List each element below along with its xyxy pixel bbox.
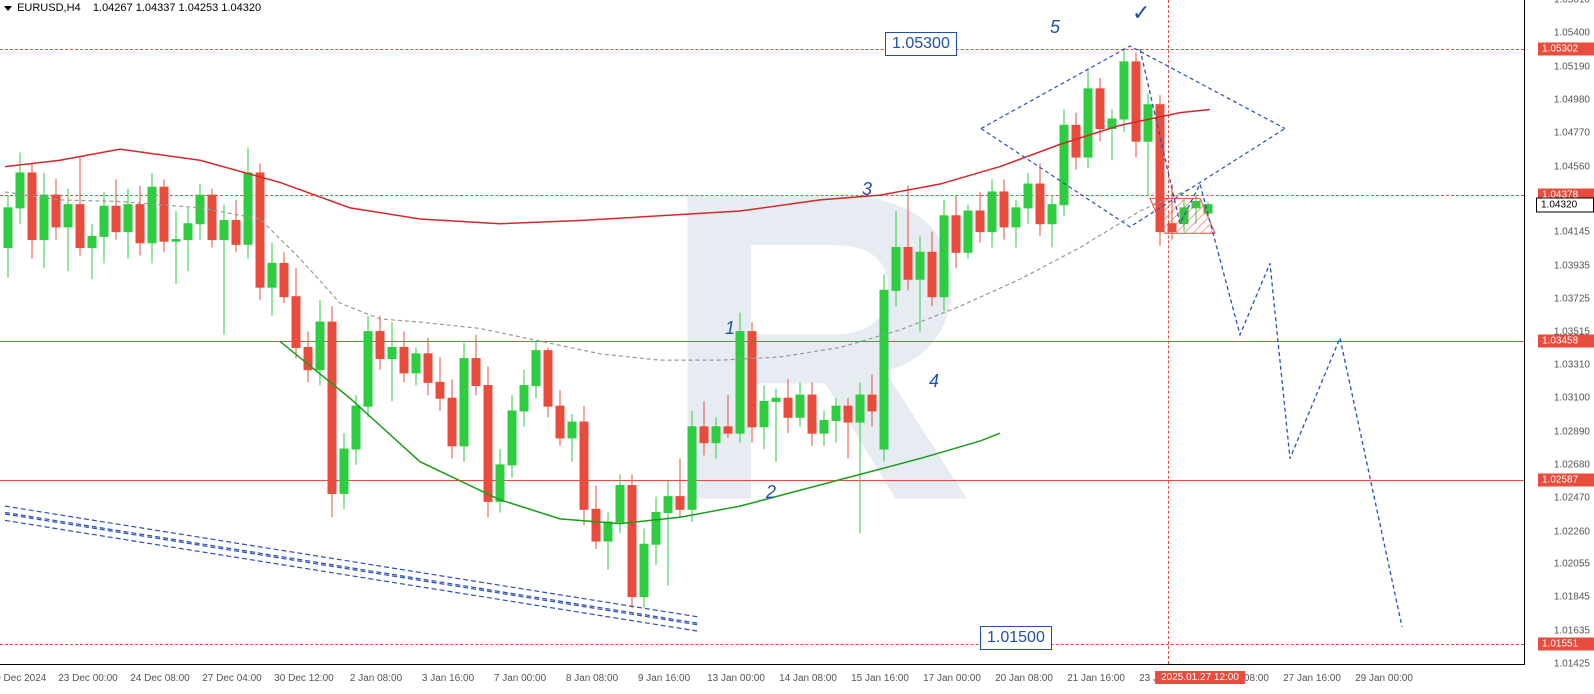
- chart-svg: [0, 0, 1524, 664]
- y-tick: 1.04770: [1554, 128, 1590, 139]
- x-axis: 19 Dec 2024 23 Dec 00:00 24 Dec 08:00 27 De…: [0, 664, 1524, 694]
- wave-label: 2: [766, 482, 776, 503]
- x-tick: 23 Dec 00:00: [58, 673, 118, 684]
- y-tick: 1.02055: [1554, 559, 1590, 570]
- y-axis: 1.05610 1.05400 1.05190 1.04980 1.04770 1.045…: [1524, 0, 1594, 664]
- x-tick: 2 Jan 08:00: [350, 673, 402, 684]
- wave-label: 5: [1050, 17, 1060, 38]
- y-tick: 1.01845: [1554, 592, 1590, 603]
- x-tick: 13 Jan 00:00: [707, 673, 765, 684]
- chart-header: EURUSD,H4 1.04267 1.04337 1.04253 1.0432…: [4, 2, 261, 14]
- level-label: 1.01500: [980, 626, 1052, 650]
- y-tick: 1.03935: [1554, 260, 1590, 271]
- x-tick: 3 Jan 16:00: [422, 673, 474, 684]
- x-tick: 29 Jan 00:00: [1355, 673, 1413, 684]
- price-tag: 1.03458: [1538, 335, 1594, 348]
- y-tick: 1.05610: [1554, 0, 1590, 6]
- wave-label: 4: [929, 371, 939, 392]
- x-tick: 21 Jan 16:00: [1067, 673, 1125, 684]
- y-tick: 1.02470: [1554, 493, 1590, 504]
- x-tick: 14 Jan 08:00: [779, 673, 837, 684]
- y-tick: 1.04980: [1554, 94, 1590, 105]
- price-tag: 1.05302: [1538, 42, 1594, 55]
- y-tick: 1.03100: [1554, 393, 1590, 404]
- x-tick: 27 Jan 16:00: [1283, 673, 1341, 684]
- check-icon: ✓: [1132, 0, 1150, 26]
- x-tick: 15 Jan 16:00: [851, 673, 909, 684]
- dropdown-arrow-icon: [4, 6, 12, 11]
- time-tag: 2025.01.27 12:00: [1155, 671, 1245, 684]
- y-tick: 1.02890: [1554, 426, 1590, 437]
- y-tick: 1.04560: [1554, 161, 1590, 172]
- price-tag: 1.02587: [1538, 473, 1594, 486]
- symbol-label: EURUSD,H4: [17, 2, 81, 14]
- x-tick: 8 Jan 08:00: [566, 673, 618, 684]
- x-tick: 27 Dec 04:00: [202, 673, 262, 684]
- y-tick: 1.05400: [1554, 28, 1590, 39]
- y-tick: 1.04145: [1554, 227, 1590, 238]
- y-tick: 1.05190: [1554, 61, 1590, 72]
- y-tick: 1.02260: [1554, 526, 1590, 537]
- y-tick: 1.03725: [1554, 294, 1590, 305]
- x-tick: 7 Jan 00:00: [494, 673, 546, 684]
- wave-label: 3: [862, 179, 872, 200]
- x-tick: 9 Jan 16:00: [638, 673, 690, 684]
- wave-label: 1: [725, 318, 735, 339]
- x-tick: 30 Dec 12:00: [274, 673, 334, 684]
- x-tick: 19 Dec 2024: [0, 673, 46, 684]
- y-tick: 1.03310: [1554, 359, 1590, 370]
- price-tag: 1.04320: [1536, 197, 1594, 212]
- y-tick: 1.02680: [1554, 459, 1590, 470]
- price-tag: 1.01551: [1538, 638, 1594, 651]
- ohlc-values: 1.04267 1.04337 1.04253 1.04320: [93, 2, 261, 14]
- level-label: 1.05300: [885, 32, 957, 56]
- y-tick: 1.01635: [1554, 625, 1590, 636]
- x-tick: 24 Dec 08:00: [130, 673, 190, 684]
- chart-container: { "header": {"symbol":"EURUSD,H4","ohlc"…: [0, 0, 1594, 694]
- y-tick: 1.01425: [1554, 659, 1590, 670]
- x-tick: 17 Jan 00:00: [923, 673, 981, 684]
- x-tick: 20 Jan 08:00: [995, 673, 1053, 684]
